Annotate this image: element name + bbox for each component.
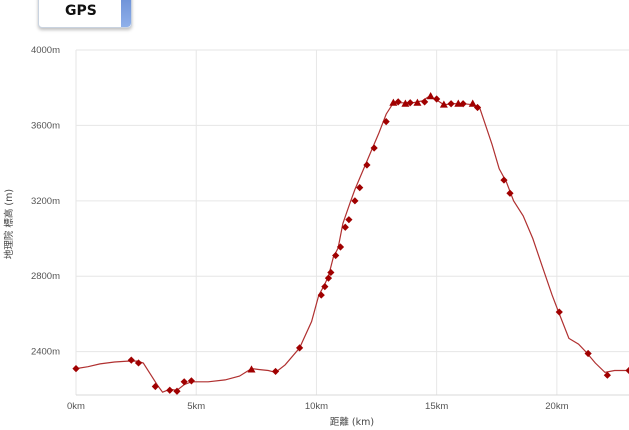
x-tick-label: 15km xyxy=(425,401,448,412)
x-axis-title: 距離 (km) xyxy=(330,416,374,428)
waypoint-diamond xyxy=(345,216,353,224)
waypoint-diamond xyxy=(173,387,181,395)
tab-accent-stripe xyxy=(121,0,131,27)
waypoint-diamond xyxy=(506,189,514,197)
waypoint-diamond xyxy=(321,282,329,291)
waypoint-diamond xyxy=(317,291,325,299)
x-tick-label: 5km xyxy=(187,401,205,412)
waypoint-markers xyxy=(72,91,629,395)
waypoint-diamond xyxy=(500,176,508,184)
x-tick-label: 20km xyxy=(545,401,568,412)
waypoint-diamond xyxy=(166,386,174,394)
waypoint-diamond xyxy=(603,371,611,379)
waypoint-diamond xyxy=(351,197,359,205)
waypoint-diamond xyxy=(370,144,378,152)
waypoint-diamond xyxy=(180,378,188,386)
waypoint-triangle xyxy=(454,99,463,107)
waypoint-triangle xyxy=(389,98,398,106)
waypoint-diamond xyxy=(187,377,196,385)
waypoint-triangle xyxy=(468,99,477,107)
waypoint-diamond xyxy=(127,356,135,364)
waypoint-diamond xyxy=(72,365,80,373)
y-tick-label: 2800m xyxy=(31,271,60,282)
waypoint-diamond xyxy=(584,349,592,358)
x-tick-label: 0km xyxy=(67,401,85,412)
waypoint-triangle xyxy=(426,91,435,100)
waypoint-diamond xyxy=(271,367,280,376)
waypoint-diamond xyxy=(363,161,371,169)
y-axis-title: 地理院 標高 (m) xyxy=(3,189,15,259)
waypoint-diamond xyxy=(433,95,441,103)
waypoint-diamond xyxy=(356,184,364,192)
gps-tab[interactable]: GPS xyxy=(38,0,132,28)
waypoint-diamond xyxy=(341,223,349,231)
waypoint-diamond xyxy=(332,251,340,260)
waypoint-diamond xyxy=(382,118,390,126)
waypoint-diamond xyxy=(406,99,414,107)
waypoint-diamond xyxy=(555,308,563,316)
y-tick-label: 4000m xyxy=(31,45,60,56)
gps-tab-label: GPS xyxy=(65,3,97,19)
chart-grid xyxy=(75,49,629,396)
waypoint-triangle xyxy=(247,365,256,373)
waypoint-diamond xyxy=(336,243,345,251)
waypoint-diamond xyxy=(473,103,482,112)
waypoint-diamond xyxy=(327,268,335,277)
y-tick-label: 3200m xyxy=(31,196,60,207)
waypoint-diamond xyxy=(625,366,629,375)
waypoint-diamond xyxy=(134,359,143,367)
x-tick-label: 10km xyxy=(305,401,328,412)
waypoint-diamond xyxy=(296,344,304,352)
y-tick-label: 3600m xyxy=(31,120,60,131)
waypoint-diamond xyxy=(151,382,159,391)
waypoint-diamond xyxy=(324,274,333,282)
y-axis-ticks: 2400m 2800m 3200m 3600m 4000m xyxy=(31,45,60,358)
x-axis-ticks: 0km 5km 10km 15km 20km xyxy=(67,401,569,412)
y-tick-label: 2400m xyxy=(31,347,60,358)
waypoint-diamond xyxy=(421,98,429,106)
waypoint-diamond xyxy=(459,100,467,108)
waypoint-triangle xyxy=(439,100,448,108)
waypoint-triangle xyxy=(413,98,422,106)
elevation-line xyxy=(75,95,629,393)
waypoint-diamond xyxy=(394,98,402,106)
waypoint-diamond xyxy=(447,100,455,108)
waypoint-triangle xyxy=(401,99,410,107)
